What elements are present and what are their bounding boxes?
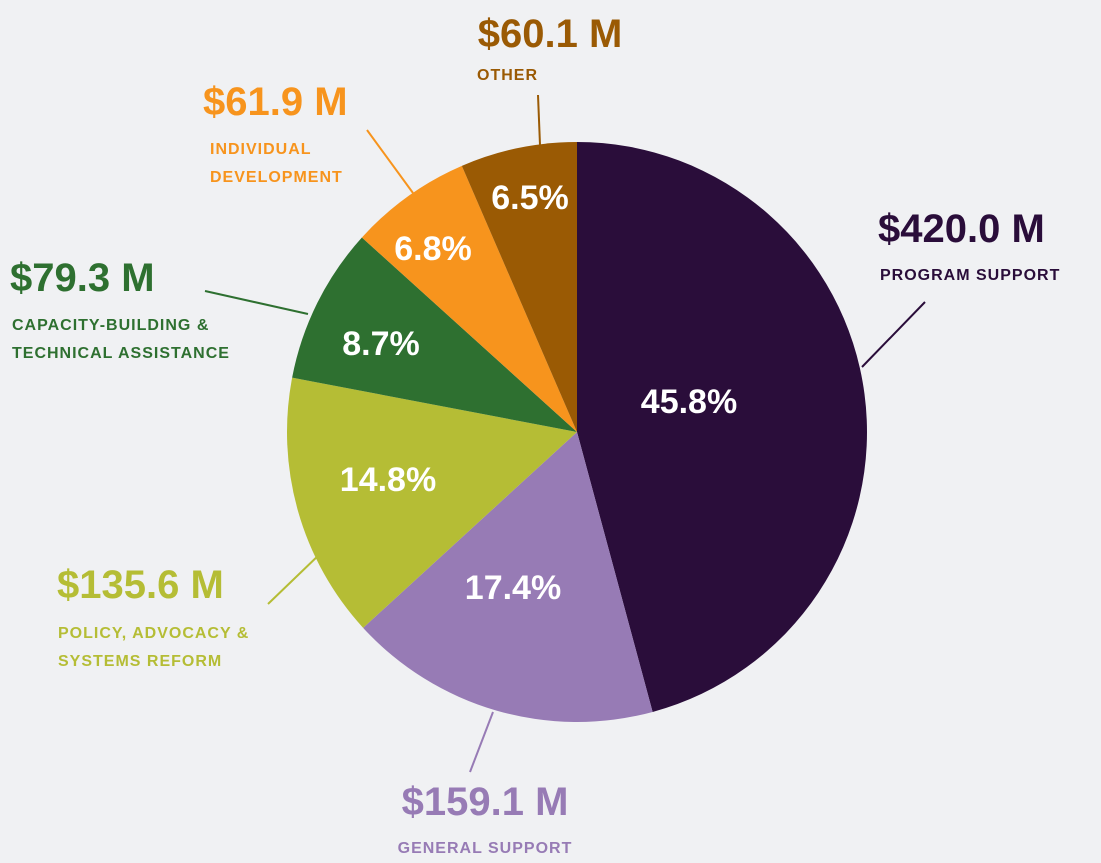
- slice-percent-label: 6.5%: [491, 179, 569, 217]
- pie-slice: [577, 142, 867, 712]
- leader-line: [204, 290, 309, 315]
- category-label: CAPACITY-BUILDING & TECHNICAL ASSISTANCE: [12, 317, 230, 362]
- slice-percent-label: 17.4%: [465, 569, 561, 607]
- slice-percent-label: 45.8%: [641, 383, 737, 421]
- amount-label: $159.1 M: [401, 780, 569, 824]
- category-label: PROGRAM SUPPORT: [880, 267, 1061, 284]
- leader-line: [469, 711, 494, 773]
- category-label: OTHER: [477, 67, 538, 84]
- leader-line: [537, 94, 541, 146]
- slice-percent-label: 8.7%: [342, 325, 420, 363]
- pie-slice: [292, 237, 577, 432]
- pie-slice: [361, 165, 577, 432]
- category-label: INDIVIDUAL DEVELOPMENT: [210, 141, 343, 186]
- category-label: GENERAL SUPPORT: [397, 840, 573, 857]
- amount-label: $135.6 M: [57, 563, 224, 607]
- category-label: POLICY, ADVOCACY & SYSTEMS REFORM: [58, 625, 250, 670]
- leader-line: [366, 129, 414, 194]
- leader-line: [267, 551, 323, 605]
- leader-line: [861, 301, 926, 368]
- slice-percent-label: 6.8%: [394, 230, 472, 268]
- pie-slice: [287, 377, 577, 628]
- pie-slice: [461, 142, 577, 432]
- pie-slice: [363, 432, 653, 722]
- amount-label: $79.3 M: [10, 256, 155, 300]
- amount-label: $60.1 M: [477, 12, 623, 56]
- amount-label: $61.9 M: [203, 80, 348, 124]
- amount-label: $420.0 M: [878, 207, 1045, 251]
- slice-percent-label: 14.8%: [340, 461, 436, 499]
